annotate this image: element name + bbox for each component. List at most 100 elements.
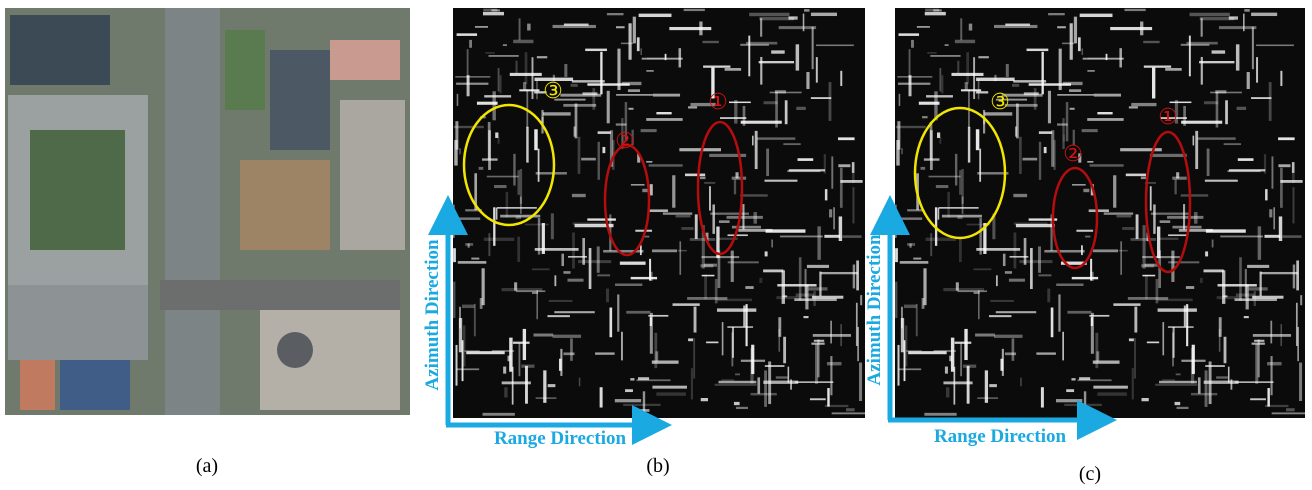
speckle xyxy=(1132,368,1134,399)
speckle xyxy=(633,17,636,44)
speckle xyxy=(712,204,715,233)
speckle xyxy=(763,269,783,272)
speckle xyxy=(513,154,515,186)
speckle xyxy=(909,244,911,248)
speckle xyxy=(503,367,506,374)
speckle xyxy=(622,82,642,85)
speckle xyxy=(798,158,814,161)
speckle xyxy=(1085,236,1090,238)
speckle xyxy=(1296,260,1299,290)
speckle xyxy=(978,56,988,58)
speckle xyxy=(572,80,605,83)
speckle xyxy=(1058,294,1060,331)
speckle xyxy=(951,338,954,372)
speckle xyxy=(852,162,855,173)
speckle xyxy=(1044,250,1084,253)
speckle xyxy=(979,149,981,182)
speckle xyxy=(1023,158,1038,161)
speckle xyxy=(1224,143,1241,145)
speckle xyxy=(1143,41,1159,43)
speckle xyxy=(1159,381,1197,383)
speckle xyxy=(1122,227,1134,230)
speckle xyxy=(842,235,861,238)
speckle xyxy=(757,377,760,393)
speckle xyxy=(543,112,571,115)
speckle xyxy=(1195,131,1198,169)
speckle xyxy=(621,332,623,361)
speckle xyxy=(1177,407,1189,409)
speckle xyxy=(926,95,953,97)
speckle xyxy=(960,343,962,376)
speckle xyxy=(669,27,711,30)
speckle xyxy=(833,207,835,229)
speckle xyxy=(506,192,509,218)
speckle xyxy=(819,272,821,296)
speckle xyxy=(795,381,833,383)
speckle xyxy=(937,132,940,137)
speckle xyxy=(1012,84,1019,87)
speckle xyxy=(1013,194,1027,197)
speckle xyxy=(681,227,693,230)
speckle xyxy=(922,116,927,118)
speckle xyxy=(462,305,475,308)
speckle xyxy=(976,248,1020,251)
speckle xyxy=(457,33,477,36)
speckle xyxy=(727,326,753,328)
speckle xyxy=(936,185,948,188)
speckle xyxy=(779,26,816,29)
speckle xyxy=(1160,220,1171,223)
marker-1: ① xyxy=(1158,105,1178,130)
speckle xyxy=(1270,356,1272,395)
speckle xyxy=(703,65,730,67)
speckle xyxy=(1235,381,1273,383)
speckle xyxy=(598,131,611,134)
speckle xyxy=(1062,43,1074,45)
speckle xyxy=(517,170,520,195)
speckle xyxy=(856,303,858,346)
speckle xyxy=(678,250,687,252)
speckle xyxy=(913,258,921,260)
speckle xyxy=(510,73,542,76)
speckle xyxy=(816,45,854,47)
speckle xyxy=(1256,45,1294,47)
speckle xyxy=(775,92,778,128)
speckle xyxy=(628,89,640,92)
speckle xyxy=(1104,212,1133,214)
speckle xyxy=(578,260,611,263)
speckle xyxy=(1162,379,1175,381)
speckle xyxy=(1231,379,1233,389)
speckle xyxy=(754,212,757,224)
speckle xyxy=(1253,334,1291,337)
range-label: Range Direction xyxy=(934,426,1067,447)
speckle xyxy=(1299,363,1302,401)
speckle xyxy=(904,305,917,308)
speckle xyxy=(1083,189,1089,192)
speckle xyxy=(1265,189,1267,200)
speckle xyxy=(532,57,534,99)
speckle xyxy=(1097,112,1112,114)
speckle xyxy=(788,367,790,383)
speckle xyxy=(628,23,631,59)
speckle xyxy=(532,268,550,270)
speckle xyxy=(520,169,522,204)
speckle xyxy=(1282,235,1301,238)
speckle xyxy=(1280,168,1283,208)
speckle xyxy=(746,304,748,346)
speckle xyxy=(1009,279,1025,282)
speckle xyxy=(817,226,820,259)
speckle xyxy=(1005,24,1030,26)
speckle xyxy=(924,413,956,416)
speckle xyxy=(961,169,963,204)
speckle xyxy=(1081,48,1083,55)
speckle xyxy=(457,94,459,106)
speckle xyxy=(587,218,616,220)
speckle xyxy=(734,180,736,195)
speckle xyxy=(1142,275,1155,277)
speckle xyxy=(1005,271,1012,274)
speckle xyxy=(899,94,901,106)
speckle xyxy=(957,61,959,73)
speckle xyxy=(534,129,537,150)
speckle xyxy=(727,216,763,219)
speckle xyxy=(807,265,829,268)
optical-image xyxy=(5,8,410,415)
